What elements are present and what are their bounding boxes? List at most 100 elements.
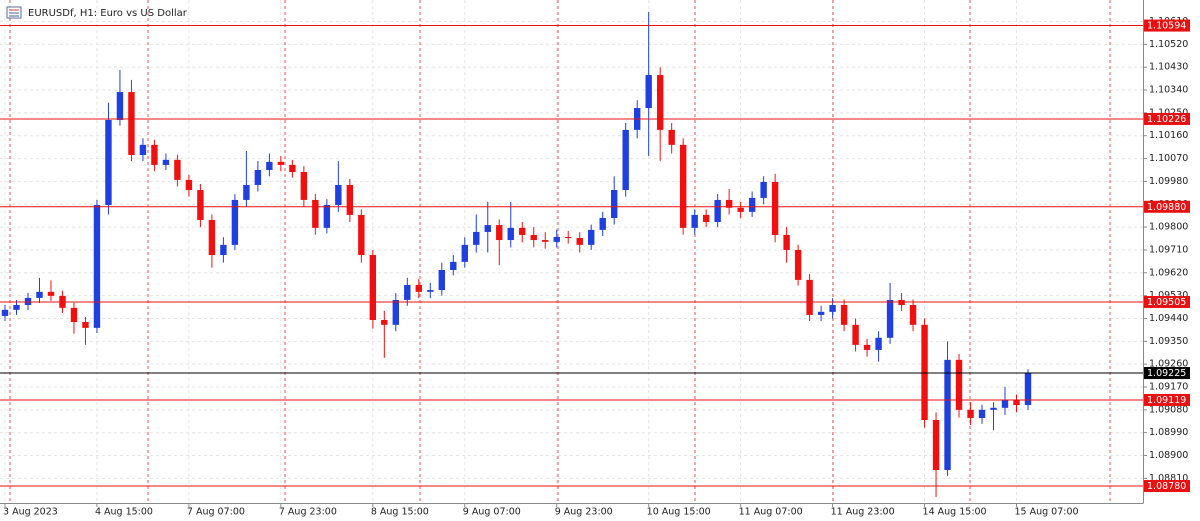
y-tick-label: 1.09710 <box>1149 244 1188 255</box>
y-tick-label: 1.09260 <box>1149 359 1188 370</box>
candle-body <box>553 236 560 242</box>
x-tick-label: 10 Aug 15:00 <box>647 507 711 518</box>
candle-body <box>139 144 147 156</box>
x-tick-label: 9 Aug 07:00 <box>463 507 521 518</box>
x-tick-label: 11 Aug 23:00 <box>831 507 895 518</box>
price-label: 1.09225 <box>1147 368 1186 379</box>
candle-body <box>519 227 526 235</box>
candle-body <box>461 244 468 262</box>
candle-body <box>105 119 112 206</box>
x-tick-label: 4 Aug 15:00 <box>95 507 153 518</box>
y-tick-label: 1.09620 <box>1149 267 1188 278</box>
candle-body <box>576 238 583 245</box>
price-label: 1.09880 <box>1147 202 1186 213</box>
candle-body <box>36 291 43 298</box>
x-tick-label: 7 Aug 07:00 <box>187 507 245 518</box>
candle-body <box>151 144 158 165</box>
candle-body <box>622 129 629 191</box>
candle-body <box>116 92 124 120</box>
candle-body <box>312 199 319 228</box>
price-label: 1.08780 <box>1147 481 1186 492</box>
candle-body <box>691 214 698 228</box>
candle-body <box>289 164 296 173</box>
candle-body <box>955 359 963 410</box>
y-tick-label: 1.10070 <box>1149 153 1188 164</box>
candle-body <box>358 214 365 256</box>
candle-body <box>323 205 331 228</box>
candle-body <box>875 337 882 350</box>
candle-body <box>967 409 974 418</box>
price-label: 1.10594 <box>1147 21 1186 32</box>
candle-body <box>1024 373 1032 406</box>
candle-body <box>737 207 744 212</box>
candle-body <box>369 255 377 320</box>
candle-body <box>13 305 20 310</box>
symbol-icon <box>6 6 22 19</box>
candle-body <box>197 190 204 220</box>
candle-body <box>748 197 756 212</box>
price-label: 1.09505 <box>1147 297 1186 308</box>
candle-body <box>254 169 262 185</box>
candle-body <box>427 290 434 292</box>
y-tick-label: 1.08810 <box>1149 473 1188 484</box>
candle-body <box>794 249 802 280</box>
chart-title: EURUSDf, H1: Euro vs US Dollar <box>28 8 188 19</box>
candle-body <box>702 214 710 223</box>
candle-body <box>381 319 388 325</box>
candle-body <box>852 324 859 345</box>
candle-body <box>760 181 767 198</box>
candle-body <box>392 299 400 325</box>
candle-body <box>277 161 285 165</box>
candle-body <box>1013 399 1020 406</box>
candle-body <box>611 190 618 218</box>
candle-body <box>300 172 308 200</box>
price-label-box <box>1144 393 1190 406</box>
candle-body <box>990 407 997 410</box>
candle-body <box>162 159 170 165</box>
candle-body <box>484 225 491 232</box>
y-tick-label: 1.10160 <box>1149 130 1188 141</box>
candle-body <box>415 284 422 292</box>
x-tick-label: 11 Aug 07:00 <box>739 507 803 518</box>
candle-body <box>128 92 135 156</box>
candle-body <box>174 159 181 180</box>
x-tick-label: 9 Aug 23:00 <box>555 507 613 518</box>
y-tick-label: 1.09440 <box>1149 313 1188 324</box>
candle-body <box>725 199 733 208</box>
candle-body <box>1001 399 1009 408</box>
candle-body <box>47 291 55 296</box>
candle-body <box>185 179 193 191</box>
candle-body <box>266 161 273 170</box>
candle-body <box>507 227 514 241</box>
x-tick-label: 8 Aug 15:00 <box>371 507 429 518</box>
candle-body <box>530 234 537 241</box>
x-tick-label: 3 Aug 2023 <box>3 507 58 518</box>
y-tick-label: 1.09530 <box>1149 290 1188 301</box>
y-tick-label: 1.09980 <box>1149 176 1188 187</box>
x-tick-label: 7 Aug 23:00 <box>279 507 337 518</box>
candle-body <box>978 409 986 418</box>
candle-body <box>243 184 250 200</box>
price-label-box <box>1144 479 1190 492</box>
candle-body <box>817 311 825 315</box>
y-tick-label: 1.10340 <box>1149 85 1188 96</box>
candle-body <box>346 184 354 215</box>
price-label: 1.10226 <box>1147 114 1186 125</box>
candle-body <box>806 279 813 315</box>
candle-body <box>944 359 951 471</box>
candle-body <box>588 229 595 245</box>
candle-body <box>921 324 928 420</box>
candle-body <box>438 269 445 291</box>
candle-body <box>898 299 905 306</box>
candle-body <box>496 225 503 241</box>
candle-body <box>599 217 606 230</box>
candle-body <box>24 297 32 306</box>
y-tick-label: 1.10250 <box>1149 107 1188 118</box>
y-tick-label: 1.08900 <box>1149 450 1188 461</box>
candle-body <box>220 244 227 256</box>
grid <box>0 0 1143 503</box>
candle-body <box>771 181 779 235</box>
candle-body <box>679 144 687 228</box>
candle-body <box>231 199 239 245</box>
